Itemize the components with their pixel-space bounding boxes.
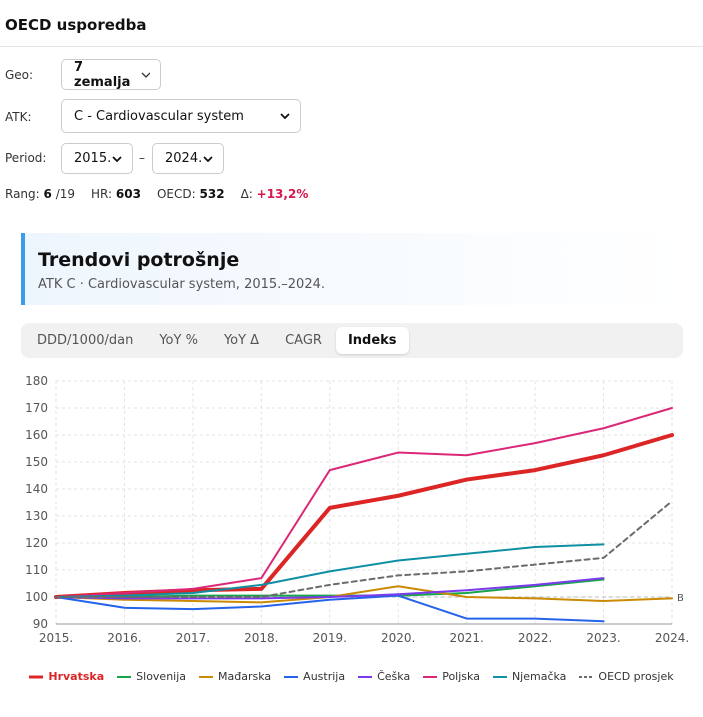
tab[interactable]: YoY Δ	[223, 333, 260, 348]
legend-item[interactable]: Mađarska	[199, 670, 271, 683]
legend-label: Njemačka	[511, 670, 567, 683]
x-tick-label: 2020.	[381, 631, 415, 645]
stat: Δ: +13,2%	[241, 187, 309, 201]
divider	[0, 46, 703, 47]
series-line	[55, 407, 673, 598]
x-tick-label: 2016.	[107, 631, 141, 645]
period-label: Period:	[5, 151, 47, 165]
tab[interactable]: CAGR	[285, 333, 322, 348]
x-tick-label: 2018.	[244, 631, 278, 645]
y-tick-label: 150	[25, 455, 48, 469]
chevron	[280, 113, 290, 119]
legend-label: Češka	[377, 670, 411, 683]
y-tick-label: 140	[25, 482, 48, 496]
stat-label: Rang:	[5, 187, 40, 201]
legend-item[interactable]: Austrija	[284, 670, 345, 683]
legend-item[interactable]: Hrvatska	[29, 670, 104, 683]
chevron	[141, 72, 150, 78]
atk-select[interactable]: C - Cardiovascular system	[61, 99, 301, 133]
series-line	[55, 500, 673, 598]
legend: Hrvatska Slovenija Mađarska Austrija Češka Po…	[0, 670, 703, 683]
x-tick-label: 2015.	[39, 631, 73, 645]
series-line	[55, 594, 605, 623]
y-tick-label: 120	[25, 536, 48, 550]
legend-item[interactable]: OECD prosjek	[579, 670, 674, 683]
tab[interactable]: Indeks	[335, 327, 409, 354]
legend-label: Poljska	[442, 670, 480, 683]
legend-label: OECD prosjek	[598, 670, 674, 683]
stat-label: HR:	[91, 187, 113, 201]
y-tick-label: 160	[25, 428, 48, 442]
stat-label: OECD:	[156, 187, 196, 201]
chevron	[112, 155, 122, 162]
legend-label: Hrvatska	[48, 670, 105, 683]
period-to-select[interactable]: 2024.	[152, 143, 224, 174]
series-line	[55, 585, 673, 604]
legend-swatch	[284, 675, 299, 678]
geo-select[interactable]: 7 zemalja	[61, 59, 161, 90]
stat: HR: 603	[91, 187, 141, 201]
chevron	[203, 155, 213, 162]
geo-value: 7 zemalja	[74, 59, 131, 90]
x-tick-label: 2017.	[176, 631, 210, 645]
period-to: 2024.	[165, 151, 203, 166]
y-tick-label: 180	[25, 374, 48, 388]
stat-value: 603	[115, 187, 141, 201]
reference-label: B	[677, 593, 684, 604]
period-from: 2015.	[74, 151, 112, 166]
y-tick-label: 170	[25, 401, 48, 415]
legend-swatch	[579, 675, 594, 678]
stat-suffix: /19	[55, 187, 76, 201]
section-subtitle: ATK C · Cardiovascular system, 2015.–202…	[38, 277, 326, 292]
chart: 90 100 110 120 130 140 150 160 170 180 2015. 2016. 2…	[25, 374, 689, 645]
stats: Rang: 6 /19 HR: 603 OECD: 532 Δ: +13,2%	[5, 187, 308, 201]
legend-item[interactable]: Slovenija	[117, 670, 186, 683]
atk-label: ATK:	[5, 110, 32, 124]
legend-swatch	[29, 675, 44, 678]
legend-swatch	[423, 675, 438, 678]
legend-item[interactable]: Poljska	[423, 670, 480, 683]
x-tick-label: 2022.	[518, 631, 552, 645]
legend-swatch	[199, 675, 214, 678]
x-tick-label: 2021.	[449, 631, 483, 645]
legend-label: Austrija	[303, 670, 346, 683]
stat: OECD: 532	[157, 187, 225, 201]
y-tick-label: 130	[25, 509, 48, 523]
geo-label: Geo:	[5, 68, 34, 82]
legend-item[interactable]: Njemačka	[492, 670, 567, 683]
legend-label: Slovenija	[136, 670, 187, 683]
legend-swatch	[492, 675, 507, 678]
atk-value: C - Cardiovascular system	[74, 108, 244, 124]
stat-value: 6	[43, 187, 52, 201]
tab[interactable]: DDD/1000/dan	[37, 333, 134, 348]
stat: Rang: 6 /19	[5, 187, 75, 201]
period-from-select[interactable]: 2015.	[61, 143, 133, 174]
y-tick-label: 100	[25, 590, 48, 604]
legend-swatch	[358, 675, 373, 678]
stat-label: Δ:	[240, 187, 253, 201]
section-panel: Trendovi potrošnje ATK C · Cardiovascula…	[21, 233, 683, 305]
legend-label: Mađarska	[218, 670, 272, 683]
section-title: Trendovi potrošnje	[38, 249, 240, 271]
series-line	[55, 577, 605, 600]
stat-value: +13,2%	[256, 187, 309, 201]
y-tick-label: 110	[25, 563, 48, 577]
x-tick-label: 2023.	[586, 631, 620, 645]
legend-item[interactable]: Češka	[358, 670, 410, 683]
stat-value: 532	[199, 187, 225, 201]
tab-bar: DDD/1000/dan YoY % YoY Δ CAGR Indeks	[21, 323, 683, 358]
page-title: OECD usporedba	[5, 16, 147, 34]
series-line	[55, 543, 605, 598]
x-tick-label: 2019.	[313, 631, 347, 645]
x-tick-label: 2024.	[655, 631, 689, 645]
period-separator: –	[139, 151, 145, 165]
legend-swatch	[117, 675, 132, 678]
y-tick-label: 90	[33, 617, 48, 631]
tab[interactable]: YoY %	[159, 333, 198, 348]
